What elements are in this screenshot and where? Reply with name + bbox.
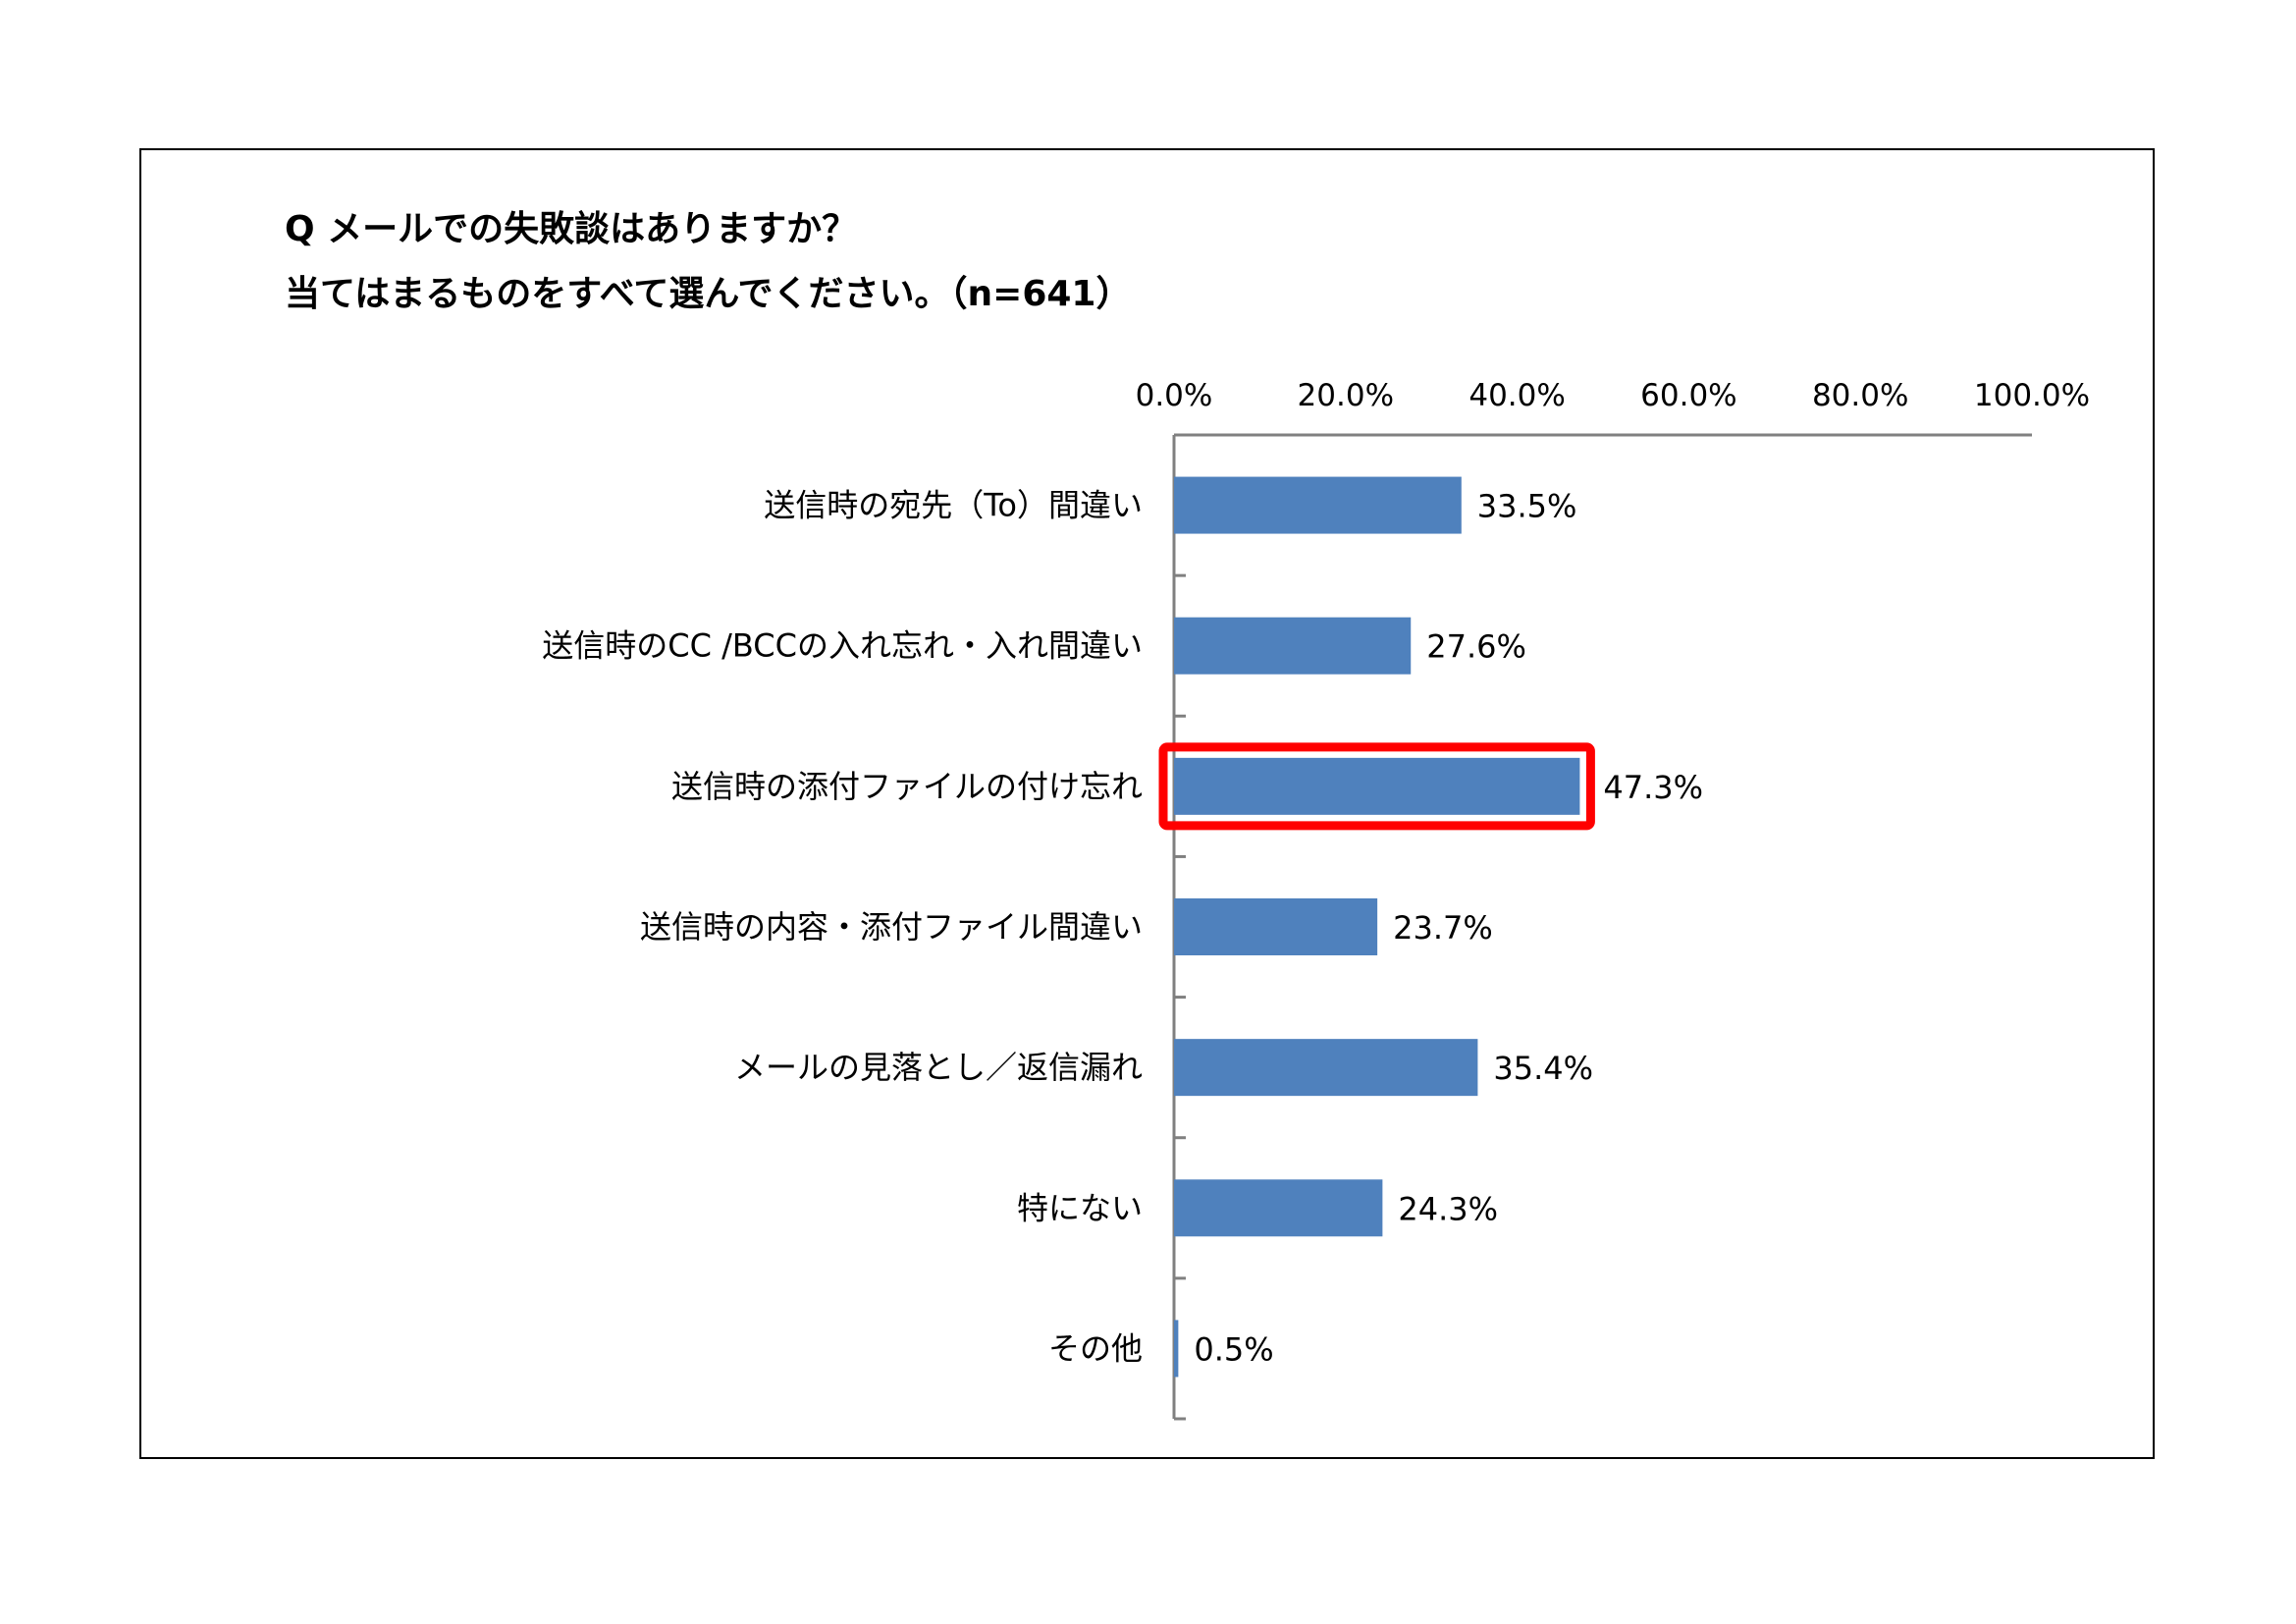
bars <box>1158 476 1595 1378</box>
data-label: 27.6% <box>1426 628 1526 666</box>
x-tick-label: 80.0% <box>1812 378 1908 413</box>
chart-title-line-2: 当てはまるものをすべて選んでください。（n=641） <box>285 274 1132 314</box>
x-tick-label: 0.0% <box>1136 378 1213 413</box>
data-label: 24.3% <box>1398 1190 1498 1227</box>
bar <box>1174 1320 1179 1378</box>
data-labels: 33.5% 27.6% 47.3% 23.7% 35.4% 24.3% 0.5% <box>1194 488 1703 1369</box>
data-label: 47.3% <box>1603 769 1703 806</box>
category-label: 送信時の内容・添付ファイル間違い <box>640 908 1143 946</box>
bar <box>1174 617 1412 675</box>
category-label: 送信時の宛先（To）間違い <box>764 487 1143 524</box>
bar <box>1174 1039 1478 1097</box>
category-label: その他 <box>1048 1329 1143 1367</box>
x-tick-label: 100.0% <box>1974 378 2090 413</box>
x-axis-tick-labels: 0.0% 20.0% 40.0% 60.0% 80.0% 100.0% <box>1136 378 2090 413</box>
bar <box>1174 1179 1383 1237</box>
bar <box>1174 898 1378 955</box>
highlight-box <box>1158 742 1595 831</box>
data-label: 35.4% <box>1493 1050 1593 1087</box>
data-label: 23.7% <box>1393 909 1493 947</box>
category-label: 特にない <box>1017 1189 1143 1226</box>
data-label: 33.5% <box>1477 488 1577 525</box>
bar <box>1174 757 1580 815</box>
data-label: 0.5% <box>1194 1330 1273 1368</box>
x-tick-label: 60.0% <box>1640 378 1736 413</box>
category-label: 送信時の添付ファイルの付け忘れ <box>671 768 1143 805</box>
x-tick-label: 20.0% <box>1298 378 1394 413</box>
bar <box>1174 476 1462 534</box>
chart-frame <box>139 148 2155 1459</box>
category-label: 送信時のCC /BCCの入れ忘れ・入れ間違い <box>542 627 1143 665</box>
category-label: メールの見落とし／返信漏れ <box>734 1049 1143 1086</box>
x-tick-label: 40.0% <box>1468 378 1565 413</box>
chart-title-line-1: Q メールでの失敗談はありますか？ <box>285 209 858 249</box>
